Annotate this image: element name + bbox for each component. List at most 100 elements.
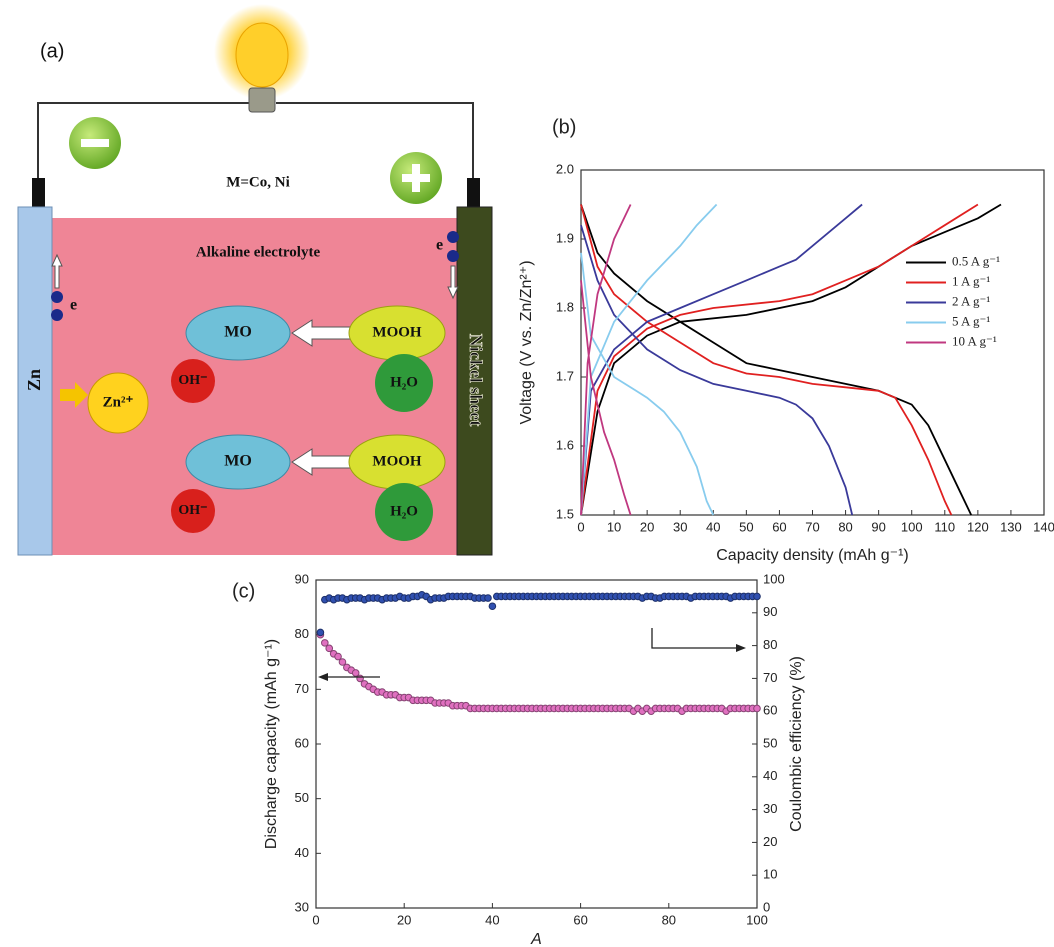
- figure: (a) M=Co, Ni Alkaline electrolyte Zn Nic…: [0, 0, 1054, 947]
- electron: [447, 231, 459, 243]
- diagram: (a) M=Co, Ni Alkaline electrolyte Zn Nic…: [18, 4, 492, 555]
- y2-axis-label: Coulombic efficiency (%): [788, 656, 805, 832]
- axis-arrow: [652, 628, 738, 648]
- legend-label: 5 A g⁻¹: [952, 313, 990, 328]
- reactant-label: MOOH: [372, 453, 421, 469]
- x-tick-label: 80: [662, 912, 676, 927]
- y-tick-label: 1.7: [556, 368, 574, 383]
- line: [581, 205, 1001, 516]
- y2-tick-label: 40: [763, 768, 777, 783]
- x-tick-label: 10: [607, 519, 621, 534]
- x-tick-label: 70: [805, 519, 819, 534]
- point: [485, 595, 492, 602]
- x-tick-label: 60: [772, 519, 786, 534]
- panel-label: (b): [552, 116, 576, 138]
- point: [754, 705, 761, 712]
- water-label: H₂O: [390, 374, 418, 390]
- panel-label: (c): [232, 580, 255, 602]
- x-tick-label: 100: [746, 912, 768, 927]
- y2-tick-label: 20: [763, 834, 777, 849]
- x-tick-label: 40: [706, 519, 720, 534]
- y2-tick-label: 30: [763, 801, 777, 816]
- legend-label: 2 A g⁻¹: [952, 293, 990, 308]
- y-axis-label: Voltage (V vs. Zn/Zn²⁺): [518, 260, 535, 424]
- electron-label: e: [70, 297, 77, 314]
- x-tick-label: 60: [573, 912, 587, 927]
- page: (a) M=Co, Ni Alkaline electrolyte Zn Nic…: [0, 0, 1054, 947]
- bulb-base: [249, 88, 275, 112]
- x-tick-label: 0: [577, 519, 584, 534]
- x-tick-label: 90: [871, 519, 885, 534]
- ion-label: OH⁻: [178, 503, 207, 518]
- bulb: [236, 23, 288, 87]
- x-tick-label: 110: [934, 519, 955, 534]
- minus-bar: [81, 139, 109, 147]
- y2-tick-label: 60: [763, 703, 777, 718]
- product-label: MO: [224, 324, 252, 341]
- point: [489, 603, 496, 610]
- y2-tick-label: 50: [763, 735, 777, 750]
- x-tick-label: 0: [312, 912, 319, 927]
- x-tick-label: 80: [838, 519, 852, 534]
- reactant-label: MOOH: [372, 324, 421, 340]
- line: [581, 205, 717, 516]
- legend-label: 0.5 A g⁻¹: [952, 253, 1000, 268]
- y-tick-label: 60: [295, 735, 309, 750]
- x-tick-label: 20: [397, 912, 411, 927]
- plus-bar: [412, 164, 420, 192]
- y-tick-label: 1.5: [556, 506, 574, 521]
- y-tick-label: 70: [295, 681, 309, 696]
- y-tick-label: 90: [295, 571, 309, 586]
- water-label: H₂O: [390, 503, 418, 519]
- x-tick-label: 130: [1000, 519, 1022, 534]
- arrow-head: [318, 673, 328, 681]
- y-tick-label: 1.8: [556, 299, 574, 314]
- electron: [447, 250, 459, 262]
- x-tick-label: 120: [967, 519, 989, 534]
- formula: M=Co, Ni: [226, 174, 290, 190]
- y2-tick-label: 100: [763, 571, 785, 586]
- anode-label: Zn: [24, 369, 44, 391]
- line: [581, 205, 978, 516]
- wire: [276, 103, 473, 178]
- y-tick-label: 80: [295, 626, 309, 641]
- line: [581, 205, 862, 516]
- y-tick-label: 1.9: [556, 230, 574, 245]
- y2-tick-label: 10: [763, 867, 777, 882]
- x-axis-label: Capacity density (mAh g⁻¹): [716, 547, 909, 564]
- x-axis-label: A: [530, 931, 542, 947]
- electron-label: e: [436, 237, 443, 254]
- x-tick-label: 100: [901, 519, 923, 534]
- y-axis-label: Discharge capacity (mAh g⁻¹): [263, 639, 280, 849]
- y-tick-label: 30: [295, 899, 309, 914]
- electron: [51, 309, 63, 321]
- terminal: [467, 178, 480, 207]
- y-tick-label: 1.6: [556, 437, 574, 452]
- legend-label: 1 A g⁻¹: [952, 273, 990, 288]
- point: [317, 629, 324, 636]
- y-tick-label: 50: [295, 790, 309, 805]
- y-tick-label: 40: [295, 845, 309, 860]
- electron: [51, 291, 63, 303]
- arrow-head: [736, 644, 746, 652]
- x-tick-label: 30: [673, 519, 687, 534]
- x-tick-label: 20: [640, 519, 654, 534]
- cathode-label: Nickel sheet: [466, 334, 486, 426]
- point: [754, 593, 761, 600]
- y2-tick-label: 70: [763, 670, 777, 685]
- zn-ion-label: Zn²⁺: [103, 394, 134, 410]
- x-tick-label: 140: [1033, 519, 1054, 534]
- y2-tick-label: 0: [763, 899, 770, 914]
- electrolyte-label: Alkaline electrolyte: [196, 244, 321, 260]
- y2-tick-label: 80: [763, 637, 777, 652]
- x-tick-label: 40: [485, 912, 499, 927]
- x-tick-label: 50: [739, 519, 753, 534]
- ion-label: OH⁻: [178, 373, 207, 388]
- panel-label: (a): [40, 40, 64, 62]
- y-tick-label: 2.0: [556, 161, 574, 176]
- plot-frame: [316, 580, 757, 908]
- terminal: [32, 178, 45, 207]
- product-label: MO: [224, 453, 252, 470]
- y2-tick-label: 90: [763, 604, 777, 619]
- legend-label: 10 A g⁻¹: [952, 333, 997, 348]
